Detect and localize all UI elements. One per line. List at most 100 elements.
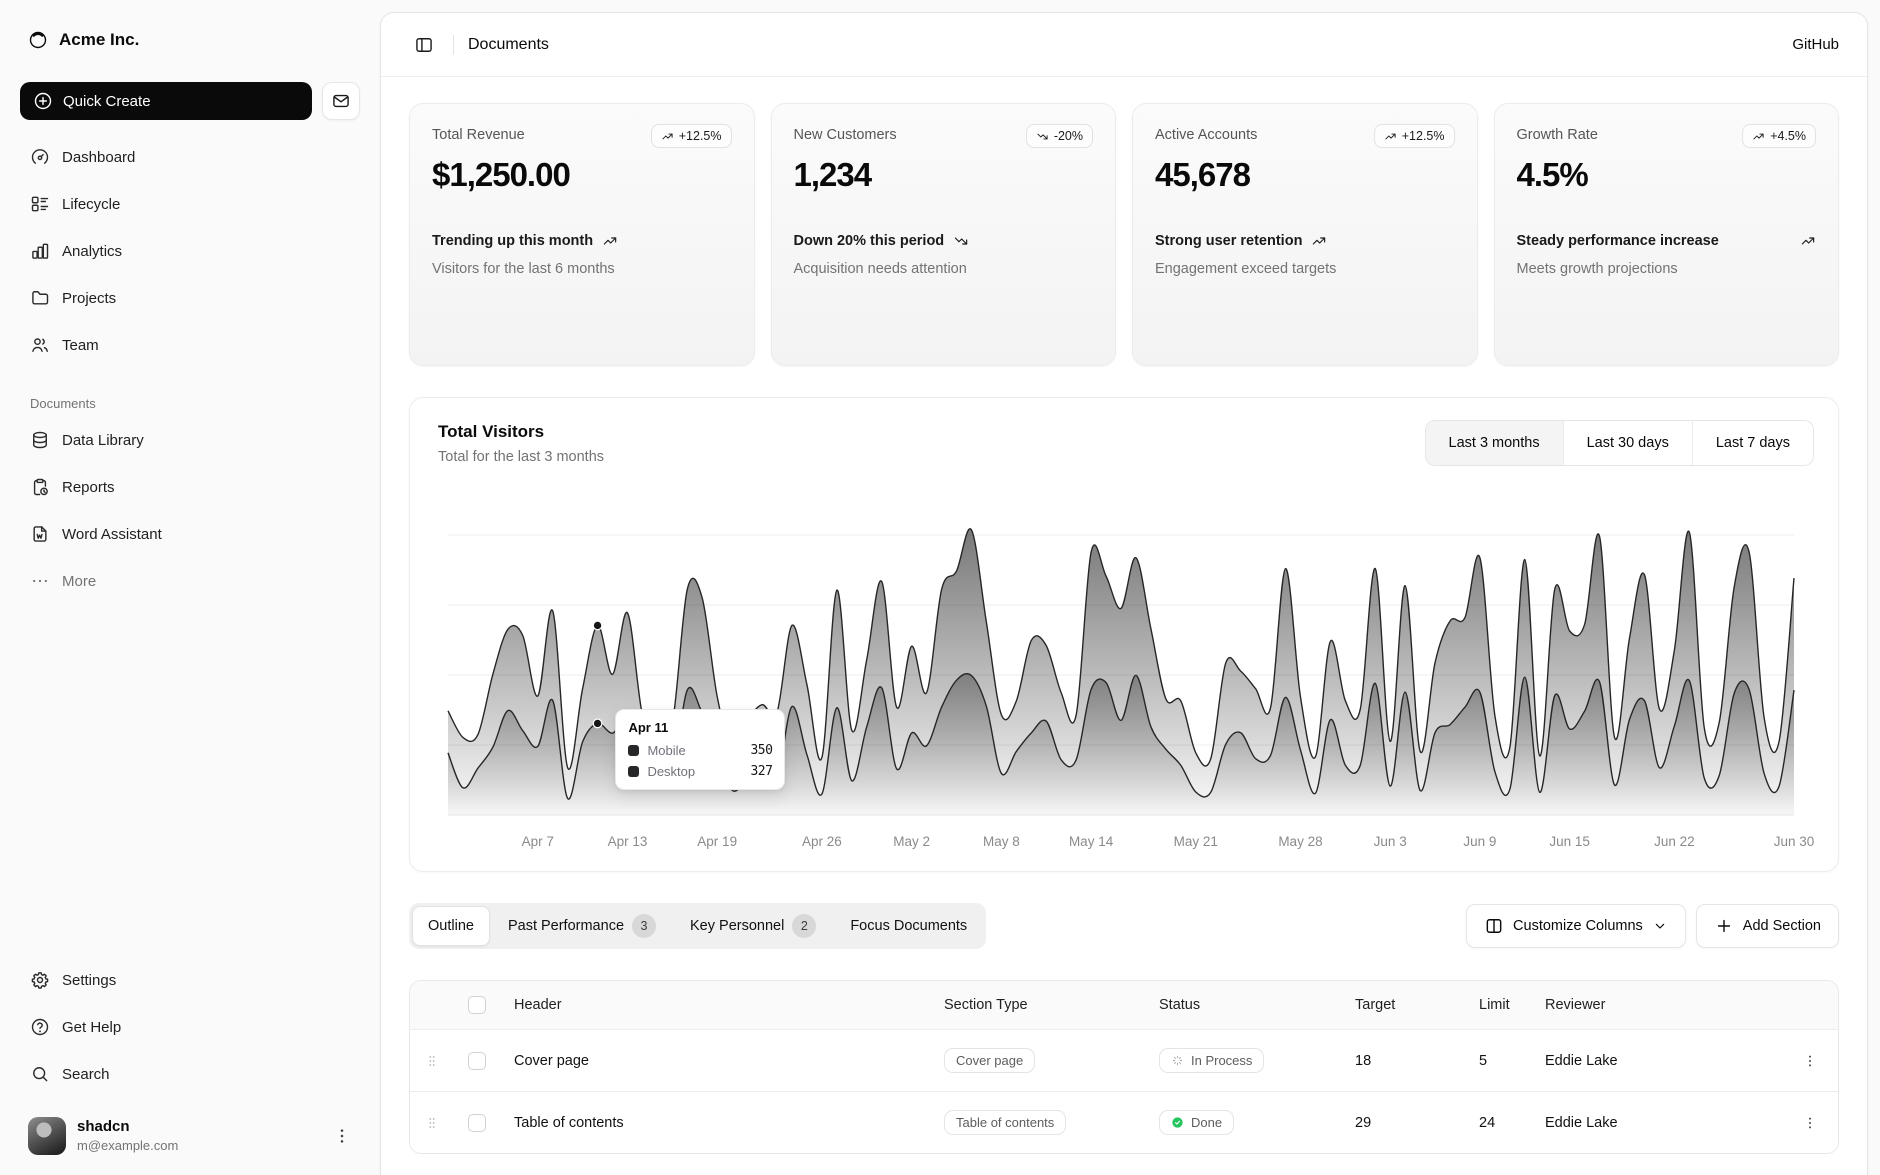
sidebar-item-team[interactable]: Team <box>20 326 360 364</box>
tab-focus-documents[interactable]: Focus Documents <box>834 906 983 946</box>
trending-up-icon <box>1801 237 1815 245</box>
table-row-cover-page[interactable]: Cover page Cover page In Process 18 5 Eddie L… <box>410 1029 1838 1091</box>
chart-tooltip: Apr 11 Mobile 350 Desktop 327 <box>615 709 786 790</box>
sidebar-item-get-help[interactable]: Get Help <box>20 1008 360 1046</box>
sections-table: Header Section Type Status Target Limit … <box>409 980 1839 1154</box>
active-dot-mobile <box>592 620 603 631</box>
header-divider <box>453 34 454 55</box>
select-all-checkbox[interactable] <box>468 996 486 1014</box>
x-tick: Jun 22 <box>1654 834 1695 849</box>
users-icon <box>32 338 48 352</box>
x-tick: Apr 7 <box>521 834 554 849</box>
tab-past-performance[interactable]: Past Performance 3 <box>492 906 672 946</box>
page-content: Total Revenue +12.5% $1,250.00 Trending up … <box>381 77 1867 1154</box>
sidebar-item-label: Projects <box>62 289 117 307</box>
tab-outline[interactable]: Outline <box>412 906 490 946</box>
mail-icon <box>331 91 351 111</box>
sidebar-nav-footer: Settings Get Help Search <box>20 961 360 1093</box>
tab-key-personnel[interactable]: Key Personnel 2 <box>674 906 832 946</box>
sidebar-item-lifecycle[interactable]: Lifecycle <box>20 185 360 223</box>
row-actions-button[interactable] <box>1782 1115 1838 1131</box>
sidebar-toggle-button[interactable] <box>409 30 439 60</box>
sidebar-item-dashboard[interactable]: Dashboard <box>20 138 360 176</box>
sidebar-item-label: Lifecycle <box>62 195 121 213</box>
visitors-chart-card: Total Visitors Total for the last 3 mont… <box>409 397 1839 872</box>
stat-cards: Total Revenue +12.5% $1,250.00 Trending up … <box>409 103 1839 366</box>
trending-up-icon <box>1753 133 1764 139</box>
sidebar-item-label: Word Assistant <box>62 525 162 543</box>
card-value: 4.5% <box>1516 156 1589 193</box>
range-last-7-days[interactable]: Last 7 days <box>1691 421 1813 465</box>
cell-target[interactable]: 18 <box>1355 1052 1372 1069</box>
tooltip-value-mobile: 350 <box>750 743 773 758</box>
drag-handle[interactable] <box>410 1115 454 1131</box>
add-section-button[interactable]: Add Section <box>1695 904 1839 948</box>
sidebar: Acme Inc. Quick Create Dashboard Lifecycl… <box>0 0 380 1175</box>
row-checkbox[interactable] <box>468 1051 486 1070</box>
row-actions-button[interactable] <box>1782 1053 1838 1069</box>
cell-limit[interactable]: 24 <box>1479 1114 1496 1131</box>
area-chart[interactable]: Apr 7 Apr 13 Apr 19 Apr 26 May 2 May 8 May 14 M… <box>447 485 1814 857</box>
user-name: shadcn <box>77 1118 130 1136</box>
trending-up-icon <box>1385 133 1396 139</box>
github-link[interactable]: GitHub <box>1792 36 1839 53</box>
chart-subtitle: Total for the last 3 months <box>438 449 605 465</box>
table-toolbar: Outline Past Performance 3 Key Personnel 2 Fo… <box>409 903 1839 949</box>
trending-up-icon <box>603 237 617 245</box>
dots-vertical-icon[interactable] <box>332 1126 352 1146</box>
row-checkbox[interactable] <box>468 1113 486 1132</box>
chevron-down-icon <box>1655 923 1665 929</box>
mobile-line <box>447 528 1795 771</box>
tooltip-label-mobile: Mobile <box>647 743 686 758</box>
sidebar-group-label: Documents <box>30 396 96 411</box>
card-footer-primary: Strong user retention <box>1155 233 1303 249</box>
sidebar-item-analytics[interactable]: Analytics <box>20 232 360 270</box>
sidebar-item-word-assistant[interactable]: Word Assistant <box>20 515 360 553</box>
sidebar-item-reports[interactable]: Reports <box>20 468 360 506</box>
stat-card-growth-rate: Growth Rate +4.5% 4.5% Steady performance i… <box>1493 103 1839 366</box>
sidebar-item-settings[interactable]: Settings <box>20 961 360 999</box>
col-limit: Limit <box>1479 997 1510 1013</box>
loader-icon <box>1172 1055 1183 1066</box>
user-menu-row[interactable]: shadcn m@example.com <box>20 1109 360 1163</box>
sidebar-item-projects[interactable]: Projects <box>20 279 360 317</box>
range-last-30-days[interactable]: Last 30 days <box>1562 421 1692 465</box>
drag-handle[interactable] <box>410 1053 454 1069</box>
view-tabs: Outline Past Performance 3 Key Personnel 2 Fo… <box>409 903 987 949</box>
sidebar-item-label: Settings <box>62 971 117 989</box>
table-row-table-of-contents[interactable]: Table of contents Table of contents Done 29… <box>410 1091 1838 1153</box>
cell-reviewer[interactable]: Eddie Lake <box>1545 1052 1618 1069</box>
customize-columns-button[interactable]: Customize Columns <box>1466 904 1686 948</box>
quick-create-label: Quick Create <box>63 92 151 110</box>
cell-target[interactable]: 29 <box>1355 1114 1372 1131</box>
card-footer-secondary: Acquisition needs attention <box>793 261 967 278</box>
sidebar-item-data-library[interactable]: Data Library <box>20 421 360 459</box>
sidebar-item-more[interactable]: More <box>20 562 360 600</box>
card-footer-secondary: Engagement exceed targets <box>1155 261 1337 278</box>
range-last-3-months[interactable]: Last 3 months <box>1425 421 1563 465</box>
x-tick: May 21 <box>1173 834 1218 849</box>
sidebar-item-search[interactable]: Search <box>20 1055 360 1093</box>
tooltip-label-desktop: Desktop <box>647 764 696 779</box>
cell-header[interactable]: Cover page <box>514 1052 589 1069</box>
range-toggle-group: Last 3 months Last 30 days Last 7 days <box>1424 420 1814 466</box>
dots-vertical-icon <box>1809 1117 1811 1128</box>
grip-vertical-icon <box>429 1117 435 1128</box>
tab-count-badge: 3 <box>632 914 657 938</box>
brand[interactable]: Acme Inc. <box>20 22 360 58</box>
inbox-button[interactable] <box>322 82 360 120</box>
columns-icon <box>1484 916 1504 936</box>
col-target: Target <box>1355 997 1396 1013</box>
plus-icon <box>1714 916 1734 936</box>
card-title: Active Accounts <box>1155 127 1258 143</box>
quick-create-button[interactable]: Quick Create <box>20 82 312 120</box>
cell-header[interactable]: Table of contents <box>514 1114 624 1131</box>
page-header: Documents GitHub <box>381 13 1867 77</box>
col-reviewer: Reviewer <box>1545 997 1606 1013</box>
col-section-type: Section Type <box>944 997 1028 1013</box>
trending-up-icon <box>1313 237 1326 245</box>
cell-reviewer[interactable]: Eddie Lake <box>1545 1114 1618 1131</box>
cell-limit[interactable]: 5 <box>1479 1052 1488 1069</box>
report-icon <box>33 478 48 496</box>
